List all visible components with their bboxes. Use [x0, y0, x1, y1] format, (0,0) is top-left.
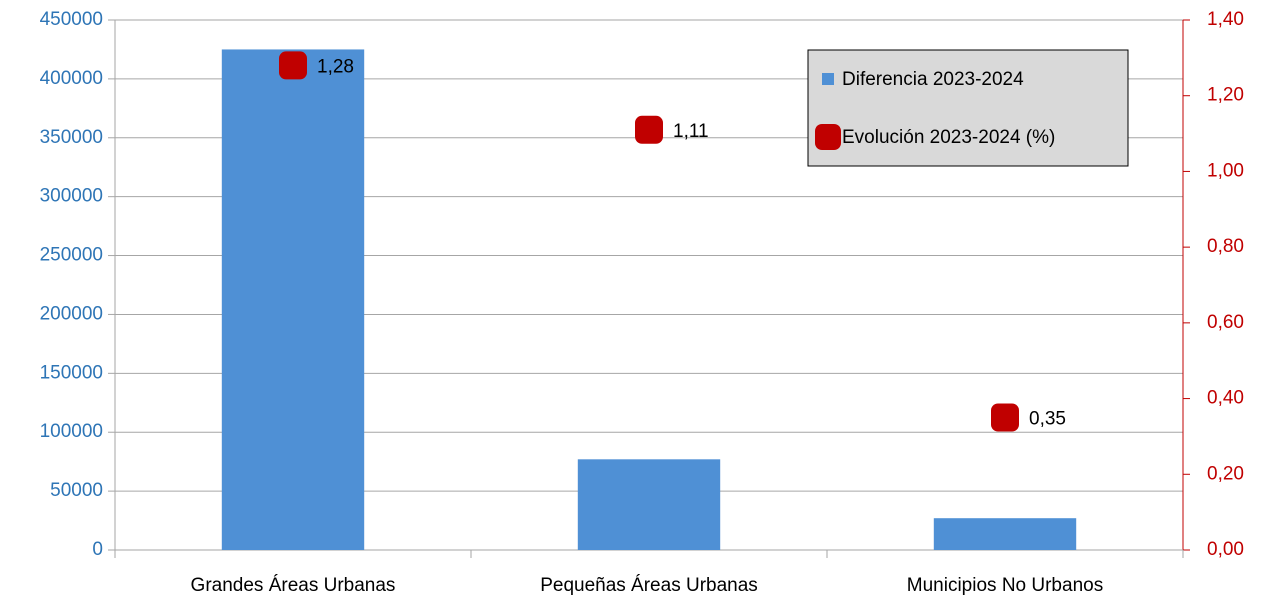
y-tick-label: 350000 [40, 127, 103, 148]
y-tick-label: 200000 [40, 303, 103, 324]
x-tick-label: Municipios No Urbanos [907, 575, 1103, 596]
marker [635, 115, 663, 144]
bar [577, 459, 721, 550]
y2-tick-label: 1,20 [1207, 85, 1244, 106]
y-tick-label: 400000 [40, 68, 103, 89]
y-tick-label: 150000 [40, 362, 103, 383]
x-tick-label: Grandes Áreas Urbanas [191, 575, 396, 596]
y-tick-label: 300000 [40, 186, 103, 207]
bar [933, 518, 1077, 550]
x-tick-label: Pequeñas Áreas Urbanas [540, 575, 758, 596]
y-tick-label: 50000 [50, 480, 103, 501]
marker [279, 51, 307, 80]
legend-box [807, 49, 1129, 167]
y-tick-label: 100000 [40, 421, 103, 442]
y-tick-label: 0 [92, 539, 103, 560]
data-label: 0,35 [1029, 409, 1066, 430]
data-label: 1,28 [317, 56, 354, 77]
legend-swatch [815, 124, 841, 150]
y2-tick-label: 0,40 [1207, 388, 1244, 409]
y-tick-label: 250000 [40, 245, 103, 266]
marker [991, 403, 1019, 432]
y-tick-label: 450000 [40, 9, 103, 30]
y2-tick-label: 0,00 [1207, 539, 1244, 560]
y2-tick-label: 0,20 [1207, 463, 1244, 484]
y2-tick-label: 1,00 [1207, 160, 1244, 181]
bar [221, 49, 365, 550]
legend-swatch [822, 73, 834, 85]
y2-tick-label: 0,60 [1207, 312, 1244, 333]
y2-tick-label: 0,80 [1207, 236, 1244, 257]
data-label: 1,11 [673, 121, 709, 142]
legend-label: Diferencia 2023-2024 [842, 69, 1024, 90]
y2-tick-label: 1,40 [1207, 9, 1244, 30]
legend-label: Evolución 2023-2024 (%) [842, 127, 1055, 148]
